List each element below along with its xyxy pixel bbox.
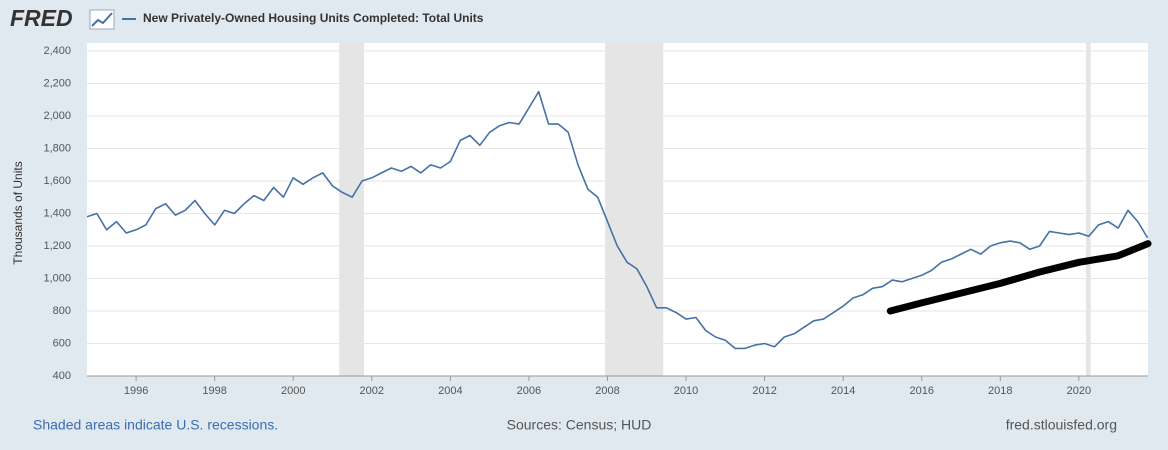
source: Sources: Census; HUD — [507, 417, 652, 433]
x-tick-label: 2018 — [988, 385, 1012, 397]
x-tick-label: 1998 — [202, 385, 226, 397]
y-tick-label: 1,200 — [43, 240, 71, 252]
recession-band — [1085, 43, 1091, 376]
y-tick-label: 1,600 — [43, 175, 71, 187]
x-tick-label: 2000 — [281, 385, 305, 397]
y-tick-label: 1,400 — [43, 207, 71, 219]
x-tick-label: 2008 — [595, 385, 619, 397]
annotation-line — [886, 240, 1152, 315]
legend-label: New Privately-Owned Housing Units Comple… — [143, 11, 484, 25]
y-tick-label: 600 — [53, 337, 71, 349]
site: fred.stlouisfed.org — [1006, 417, 1117, 433]
y-tick-label: 1,000 — [43, 272, 71, 284]
x-tick-label: 2020 — [1067, 385, 1091, 397]
x-tick-label: 2012 — [752, 385, 776, 397]
y-tick-label: 400 — [53, 370, 71, 382]
y-tick-label: 2,400 — [43, 45, 71, 57]
data-line — [86, 90, 1149, 350]
x-tick-label: 2016 — [909, 385, 933, 397]
logo-icon — [89, 9, 115, 30]
x-tick-label: 1996 — [124, 385, 148, 397]
brand-logo: FRED — [10, 5, 73, 31]
x-tick-label: 2004 — [438, 385, 462, 397]
y-tick-label: 2,200 — [43, 77, 71, 89]
x-tick-label: 2014 — [831, 385, 855, 397]
x-tick-label: 2006 — [517, 385, 541, 397]
x-tick-label: 2002 — [360, 385, 384, 397]
recession-note: Shaded areas indicate U.S. recessions. — [33, 417, 278, 433]
recession-band — [339, 43, 364, 376]
y-axis-label: Thousands of Units — [11, 161, 25, 264]
recession-band — [605, 43, 664, 376]
y-tick-label: 800 — [53, 305, 71, 317]
y-tick-label: 1,800 — [43, 142, 71, 154]
y-tick-label: 2,000 — [43, 110, 71, 122]
x-tick-label: 2010 — [674, 385, 698, 397]
